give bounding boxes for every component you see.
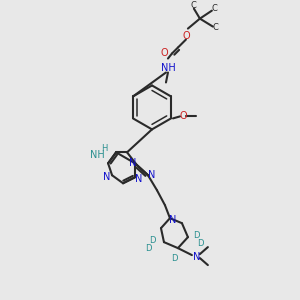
Text: O: O <box>179 111 187 122</box>
Text: C: C <box>213 23 219 32</box>
Text: O: O <box>182 31 190 40</box>
Text: C: C <box>212 4 218 13</box>
Text: NH: NH <box>90 150 104 160</box>
Text: N: N <box>148 170 156 180</box>
Text: C: C <box>191 1 197 10</box>
Text: H: H <box>101 144 107 153</box>
Text: D: D <box>196 238 203 247</box>
Text: O: O <box>160 47 168 58</box>
Text: NH: NH <box>160 62 175 73</box>
Text: N: N <box>193 252 201 262</box>
Text: D: D <box>171 254 177 262</box>
Text: D: D <box>145 244 151 253</box>
Text: N: N <box>103 172 111 182</box>
Text: D: D <box>193 231 199 240</box>
Text: N: N <box>135 174 143 184</box>
Text: D: D <box>149 236 155 244</box>
Text: N: N <box>169 215 177 225</box>
Text: N: N <box>129 158 137 168</box>
